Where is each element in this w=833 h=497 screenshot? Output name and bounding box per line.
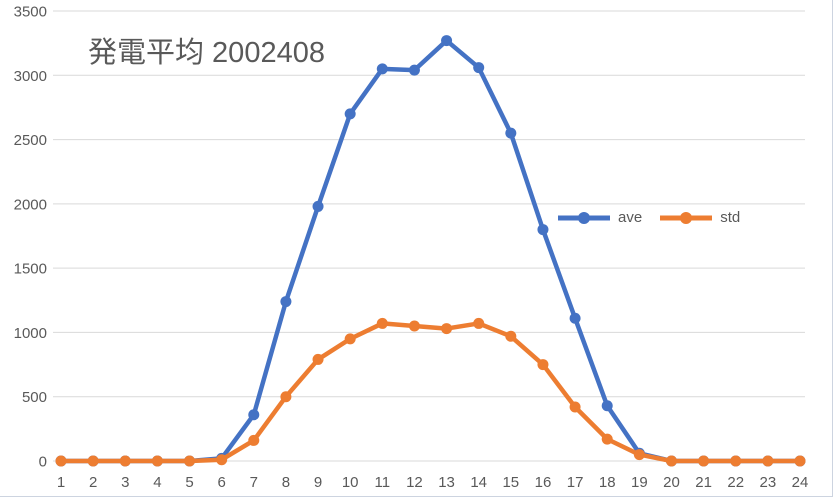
data-point-std [441,323,453,335]
data-point-std [698,455,710,467]
x-tick-label: 10 [342,474,359,491]
chart-legend: ave std [558,209,740,226]
x-tick-label: 23 [760,474,777,491]
x-tick-label: 5 [185,474,193,491]
x-tick-label: 4 [153,474,161,491]
data-point-std [312,353,324,365]
series-line-ave [58,38,803,464]
y-tick-label: 0 [39,454,47,471]
data-point-ave [601,400,613,412]
y-tick-label: 3500 [14,4,47,21]
data-point-ave [569,312,581,324]
data-point-std [505,330,517,342]
x-tick-label: 9 [314,474,322,491]
data-point-std [184,455,196,467]
x-tick-label: 19 [631,474,648,491]
x-tick-label: 16 [535,474,552,491]
data-point-std [473,317,485,329]
data-point-std [55,455,67,467]
data-point-std [601,433,613,445]
legend-label-ave: ave [618,209,643,226]
data-point-std [280,391,292,403]
legend-marker-ave [558,211,610,224]
data-point-std [730,455,742,467]
data-point-ave [408,64,420,76]
data-point-ave [376,63,388,75]
y-tick-label: 1500 [14,261,47,278]
data-point-std [537,359,549,371]
legend-item-std: std [660,209,740,226]
series-line-std [58,321,803,464]
x-tick-label: 1 [57,474,65,491]
data-point-std [119,455,131,467]
legend-label-std: std [720,209,741,226]
x-tick-label: 11 [375,474,391,491]
x-tick-label: 2 [89,474,97,491]
legend-item-ave: ave [558,209,642,226]
x-tick-label: 17 [567,474,584,491]
x-tick-label: 8 [282,474,290,491]
data-point-ave [312,200,324,212]
data-point-ave [344,108,356,120]
data-point-std [633,449,645,461]
y-tick-label: 3000 [14,68,47,85]
x-tick-label: 12 [406,474,423,491]
data-point-std [376,317,388,329]
data-point-std [665,455,677,467]
y-tick-label: 1000 [14,325,47,342]
data-point-ave [505,127,517,139]
data-point-ave [537,224,549,236]
y-tick-label: 500 [22,389,47,406]
data-point-ave [441,35,453,47]
data-point-std [216,454,228,466]
data-point-ave [248,409,260,421]
data-point-std [569,401,581,413]
data-point-ave [280,296,292,308]
x-tick-label: 15 [502,474,519,491]
y-tick-label: 2500 [14,132,47,149]
data-point-std [344,333,356,345]
data-point-std [794,455,806,467]
x-tick-label: 18 [599,474,616,491]
data-point-std [248,434,260,446]
data-point-ave [473,62,485,74]
legend-marker-std [660,211,713,224]
y-tick-label: 2000 [14,196,47,213]
x-tick-label: 14 [470,474,487,491]
x-tick-label: 3 [121,474,129,491]
x-tick-label: 13 [438,474,455,491]
x-tick-label: 20 [663,474,680,491]
data-point-std [87,455,99,467]
x-tick-label: 7 [250,474,258,491]
x-tick-label: 6 [217,474,225,491]
x-tick-label: 21 [695,474,712,491]
data-point-std [151,455,163,467]
data-point-std [762,455,774,467]
x-tick-label: 24 [792,474,809,491]
x-tick-label: 22 [727,474,744,491]
data-point-std [408,320,420,332]
